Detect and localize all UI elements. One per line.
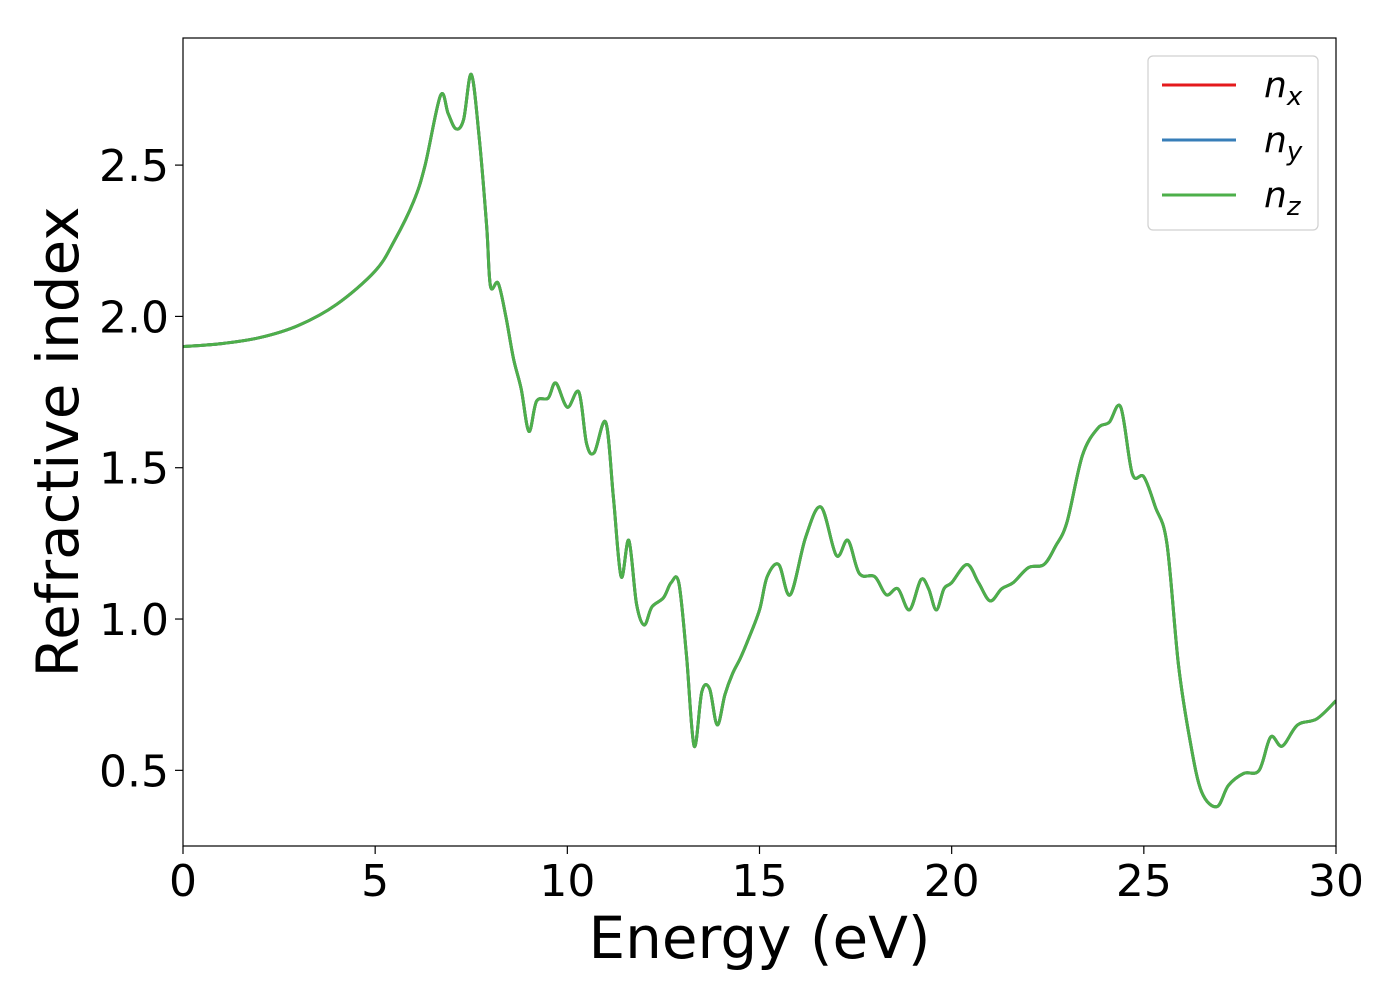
x-tick-label: 25 xyxy=(1116,856,1172,907)
y-tick-label: 2.0 xyxy=(99,292,169,343)
y-tick-label: 1.5 xyxy=(99,444,169,495)
series-group xyxy=(183,72,1336,809)
y-tick-label: 2.5 xyxy=(99,141,169,192)
x-tick-label: 0 xyxy=(169,856,197,907)
legend-label-n-z: nz xyxy=(1264,175,1302,222)
y-tick-label: 0.5 xyxy=(99,746,169,797)
legend: nx ny nz xyxy=(1147,55,1319,231)
x-axis-label: Energy (eV) xyxy=(588,904,930,972)
x-tick-label: 20 xyxy=(924,856,980,907)
legend-label-n-y: ny xyxy=(1264,120,1303,167)
y-axis-label: Refractive index xyxy=(24,206,92,677)
legend-box xyxy=(1147,55,1319,231)
y-tick-label: 1.0 xyxy=(99,595,169,646)
x-tick-label: 5 xyxy=(361,856,389,907)
x-tick-label: 15 xyxy=(732,856,788,907)
x-axis: 0 5 10 15 20 25 30 xyxy=(169,846,1364,907)
series-line-n-z xyxy=(183,72,1336,809)
legend-label-n-x: nx xyxy=(1264,65,1303,112)
y-axis: 0.5 1.0 1.5 2.0 2.5 xyxy=(99,141,183,797)
x-tick-label: 10 xyxy=(539,856,595,907)
x-tick-label: 30 xyxy=(1308,856,1364,907)
